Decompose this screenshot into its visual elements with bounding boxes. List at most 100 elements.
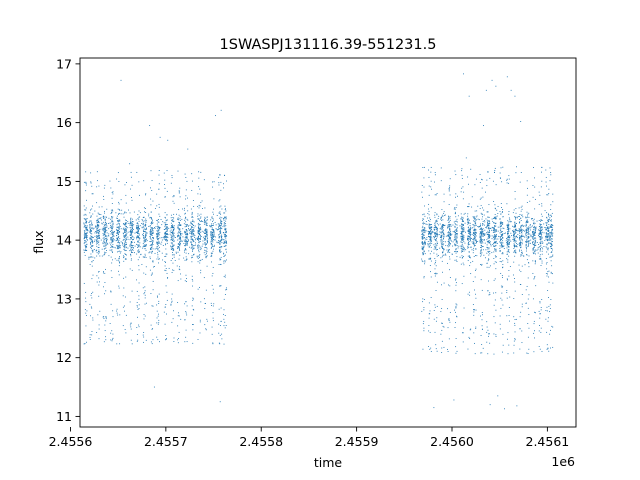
data-point xyxy=(539,233,541,235)
data-point xyxy=(173,213,175,215)
data-point xyxy=(184,219,186,221)
data-point xyxy=(166,242,168,244)
data-point xyxy=(85,209,87,211)
data-point xyxy=(204,222,206,224)
data-point xyxy=(436,235,438,237)
data-point xyxy=(212,229,214,231)
data-point xyxy=(192,256,194,258)
data-point xyxy=(512,237,514,239)
data-point xyxy=(104,231,106,233)
data-point xyxy=(86,341,87,343)
data-point xyxy=(111,262,113,264)
data-point xyxy=(97,247,99,248)
data-point xyxy=(165,228,166,230)
data-point xyxy=(165,253,167,255)
data-point xyxy=(501,231,503,233)
data-point xyxy=(521,342,523,344)
data-point xyxy=(441,219,443,221)
data-point xyxy=(83,242,85,244)
data-point xyxy=(534,260,536,262)
data-point xyxy=(463,249,465,251)
data-point xyxy=(164,212,166,214)
data-point xyxy=(118,285,120,287)
data-point xyxy=(475,238,477,240)
data-point xyxy=(519,231,520,233)
data-point xyxy=(527,235,529,237)
data-point xyxy=(520,229,522,230)
data-point xyxy=(171,226,173,228)
data-point xyxy=(509,266,511,268)
data-point xyxy=(156,242,158,244)
data-point xyxy=(136,226,138,228)
data-point xyxy=(143,272,145,274)
data-point xyxy=(550,271,552,273)
data-point xyxy=(546,262,548,263)
data-point xyxy=(435,239,436,241)
data-point xyxy=(434,273,436,275)
data-point xyxy=(495,237,497,239)
data-point xyxy=(533,246,535,248)
data-point xyxy=(171,254,173,256)
data-point xyxy=(96,224,98,226)
data-point xyxy=(143,314,145,316)
data-point xyxy=(86,228,88,230)
data-point xyxy=(455,252,457,254)
data-point xyxy=(91,224,93,226)
data-point xyxy=(86,235,88,237)
data-point xyxy=(220,231,222,233)
data-point xyxy=(463,307,465,309)
data-point xyxy=(105,230,107,232)
data-point xyxy=(133,228,134,230)
data-point xyxy=(212,241,214,243)
data-point xyxy=(110,290,112,292)
data-point xyxy=(185,244,187,246)
data-point xyxy=(97,227,98,229)
data-point xyxy=(129,239,131,241)
data-point xyxy=(436,273,438,275)
data-point xyxy=(474,220,476,222)
data-point xyxy=(493,227,495,228)
data-point xyxy=(527,240,529,242)
data-point xyxy=(526,254,528,256)
data-point xyxy=(119,219,121,221)
data-point xyxy=(217,229,219,231)
data-point xyxy=(85,235,87,237)
data-point xyxy=(533,248,535,250)
data-point xyxy=(145,249,147,251)
data-point xyxy=(442,230,444,232)
data-point xyxy=(436,230,438,232)
data-point xyxy=(149,233,151,235)
data-point xyxy=(152,289,154,291)
data-point xyxy=(508,275,510,277)
data-point xyxy=(210,232,212,234)
data-point xyxy=(448,239,450,241)
data-point xyxy=(157,256,159,258)
data-point xyxy=(212,266,214,268)
data-point xyxy=(178,248,180,249)
data-point xyxy=(549,242,551,244)
data-point xyxy=(85,171,87,173)
data-point xyxy=(159,242,161,244)
data-point xyxy=(526,242,528,244)
data-point xyxy=(441,244,442,246)
data-point xyxy=(145,302,147,304)
data-point xyxy=(550,243,552,245)
data-point xyxy=(137,247,139,249)
data-point xyxy=(187,210,189,212)
data-point xyxy=(92,213,94,215)
data-point xyxy=(123,223,125,224)
data-point xyxy=(163,238,165,240)
data-point xyxy=(482,213,483,215)
data-point xyxy=(493,316,495,318)
data-point xyxy=(112,191,114,193)
data-point xyxy=(130,234,132,236)
data-point xyxy=(185,248,187,250)
data-point xyxy=(178,191,180,193)
data-point xyxy=(433,236,435,238)
data-point xyxy=(98,295,100,297)
data-point xyxy=(172,250,174,252)
data-point xyxy=(98,252,100,254)
data-point xyxy=(469,294,471,296)
data-point xyxy=(479,233,481,234)
data-point xyxy=(473,240,475,242)
